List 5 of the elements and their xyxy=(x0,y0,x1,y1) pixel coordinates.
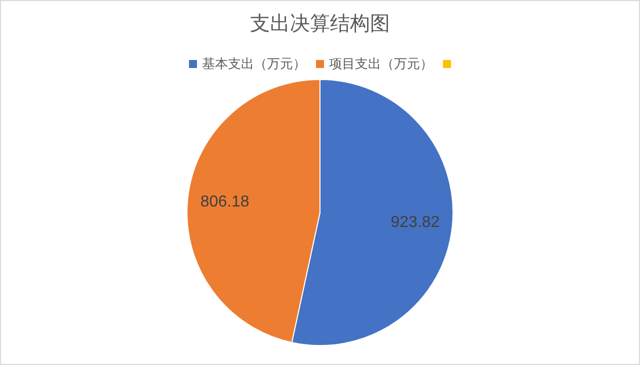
chart-title: 支出决算结构图 xyxy=(250,11,390,36)
legend-label: 基本支出（万元） xyxy=(202,56,306,73)
data-label: 806.18 xyxy=(200,194,250,211)
data-label: 923.82 xyxy=(390,214,440,232)
legend-label: 项目支出（万元） xyxy=(329,56,433,73)
